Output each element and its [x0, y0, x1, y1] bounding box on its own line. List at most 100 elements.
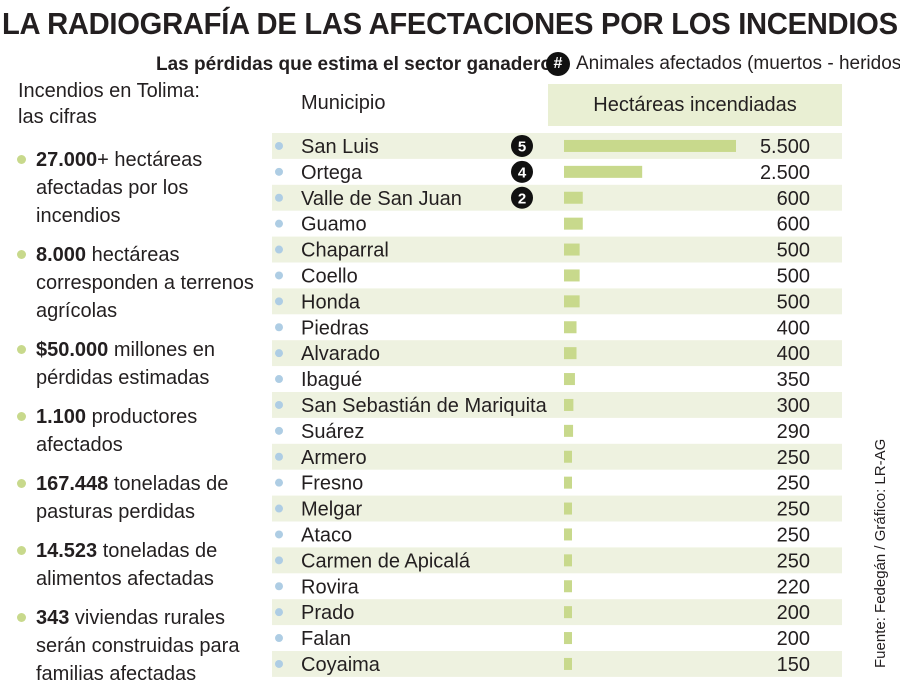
- bar: [564, 606, 572, 619]
- fact-item: 167.448 toneladas de pasturas perdidas: [14, 470, 276, 526]
- animals-badge-label: 4: [518, 164, 527, 181]
- value-label: 250: [777, 473, 810, 495]
- category-label: San Sebastián de Mariquita: [301, 395, 548, 417]
- bullet-icon: [17, 479, 26, 488]
- bar: [564, 554, 572, 567]
- bullet-icon: [17, 345, 26, 354]
- fact-text: hectáreas corresponden a terrenos agríco…: [36, 244, 254, 322]
- fact-text: millones en pérdidas estimadas: [36, 339, 216, 389]
- animals-badge-label: 2: [518, 190, 526, 207]
- category-label: Prado: [301, 602, 354, 624]
- category-label: Ibagué: [301, 369, 362, 391]
- row-band: [272, 184, 842, 211]
- bullet-icon: [17, 155, 26, 164]
- row-bullet-icon: [275, 659, 283, 668]
- value-label: 2.500: [760, 162, 810, 184]
- row-band: [272, 495, 842, 522]
- row-bullet-icon: [275, 452, 283, 461]
- bar: [564, 373, 575, 386]
- animals-legend-badge: #: [546, 52, 570, 76]
- value-label: 500: [777, 265, 810, 287]
- value-label: 290: [777, 421, 810, 443]
- legend: # Animales afectados (muertos - heridos): [546, 52, 900, 76]
- row-bullet-icon: [275, 167, 283, 176]
- fact-value: $50.000: [36, 339, 109, 361]
- page-title: LA RADIOGRAFÍA DE LAS AFECTACIONES POR L…: [2, 6, 898, 41]
- value-label: 600: [777, 214, 810, 236]
- bullet-icon: [17, 250, 26, 259]
- fact-text: toneladas de alimentos afectadas: [36, 540, 218, 590]
- bullet-icon: [17, 613, 26, 622]
- row-bullet-icon: [275, 478, 283, 487]
- value-label: 500: [777, 291, 810, 313]
- category-label: Carmen de Apicalá: [301, 550, 471, 572]
- source-credit: Fuente: Fedegán / Gráfico: LR-AG: [872, 438, 889, 668]
- bar-chart: San Luis 5.500 5 Ortega 2.500 4 Valle de San J…: [272, 133, 842, 677]
- row-bullet-icon: [275, 608, 283, 617]
- row-bullet-icon: [275, 323, 283, 332]
- bar: [564, 632, 572, 645]
- row-band: [272, 599, 842, 626]
- bar: [564, 657, 572, 670]
- fact-value: 1.100: [36, 406, 87, 428]
- category-label: Valle de San Juan: [301, 188, 462, 210]
- row-bullet-icon: [275, 582, 283, 591]
- category-label: Ortega: [301, 162, 363, 184]
- row-bullet-icon: [275, 426, 283, 435]
- row-bullet-icon: [275, 504, 283, 513]
- legend-text: Animales afectados (muertos - heridos): [576, 53, 900, 74]
- value-label: 250: [777, 499, 810, 521]
- facts-list: 27.000+ hectáreas afectadas por los ince…: [14, 146, 276, 699]
- fact-text: productores afectados: [36, 406, 198, 456]
- municipio-column-header: Municipio: [301, 92, 386, 114]
- fact-text: toneladas de pasturas perdidas: [36, 473, 229, 523]
- category-label: Coyaima: [301, 654, 381, 676]
- fact-item: 343 viviendas rurales serán construidas …: [14, 604, 276, 688]
- bar: [564, 139, 736, 152]
- value-label: 200: [777, 602, 810, 624]
- value-label: 200: [777, 628, 810, 650]
- bar: [564, 347, 577, 360]
- category-label: Guamo: [301, 214, 367, 236]
- value-label: 600: [777, 188, 810, 210]
- row-bullet-icon: [275, 271, 283, 280]
- row-band: [272, 443, 842, 470]
- row-bullet-icon: [275, 349, 283, 358]
- bar: [564, 424, 574, 437]
- value-label: 400: [777, 343, 810, 365]
- fact-item: 14.523 toneladas de alimentos afectadas: [14, 537, 276, 593]
- category-label: Armero: [301, 447, 367, 469]
- bar: [564, 165, 643, 178]
- row-band: [272, 392, 842, 418]
- row-bullet-icon: [275, 375, 283, 384]
- value-label: 250: [777, 524, 810, 546]
- bar: [564, 243, 580, 256]
- hectareas-column-header: Hectáreas incendiadas: [548, 84, 842, 126]
- category-label: San Luis: [301, 136, 379, 158]
- row-bullet-icon: [275, 193, 283, 202]
- fact-item: $50.000 millones en pérdidas estimadas: [14, 336, 276, 392]
- fact-item: 1.100 productores afectados: [14, 403, 276, 459]
- bar: [564, 476, 572, 489]
- row-bullet-icon: [275, 556, 283, 565]
- animals-badge-label: 5: [518, 138, 526, 155]
- category-label: Falan: [301, 628, 351, 650]
- bar: [564, 321, 577, 334]
- page-subtitle: Las pérdidas que estima el sector ganade…: [156, 54, 552, 75]
- row-bullet-icon: [275, 400, 283, 409]
- fact-value: 167.448: [36, 473, 109, 495]
- value-label: 300: [777, 395, 810, 417]
- value-label: 250: [777, 447, 810, 469]
- row-bullet-icon: [275, 297, 283, 306]
- row-band: [272, 236, 842, 263]
- category-label: Fresno: [301, 473, 363, 495]
- value-label: 250: [777, 550, 810, 572]
- category-label: Rovira: [301, 576, 360, 598]
- fact-item: 8.000 hectáreas corresponden a terrenos …: [14, 241, 276, 325]
- sidebar-heading: Incendios en Tolima: las cifras: [18, 80, 200, 128]
- row-band: [272, 340, 842, 367]
- value-label: 500: [777, 240, 810, 262]
- category-label: Piedras: [301, 317, 369, 339]
- category-label: Coello: [301, 265, 358, 287]
- category-label: Ataco: [301, 524, 352, 546]
